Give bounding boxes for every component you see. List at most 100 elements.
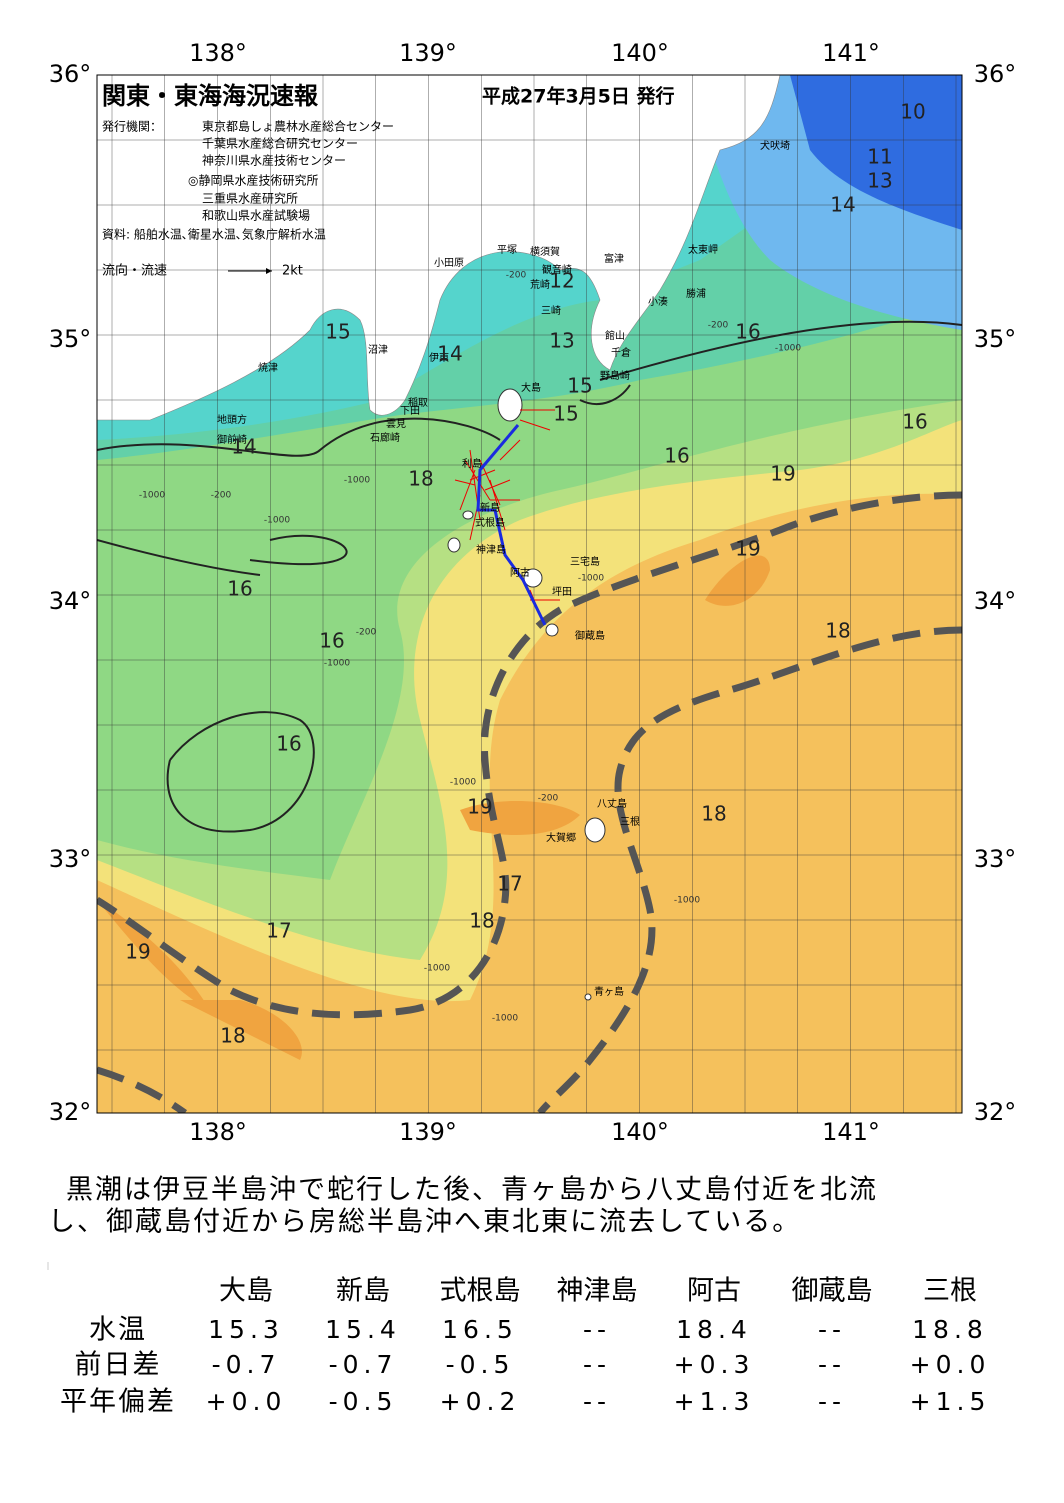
legend-scale: 2kt (282, 264, 303, 279)
issuer: 和歌山県水産試験場 (202, 208, 310, 223)
place-name: 平塚 (497, 244, 517, 256)
place-name: 小田原 (434, 257, 464, 269)
issue-date: 平成27年3月5日 発行 (482, 85, 675, 108)
summary-line: 黒潮は伊豆半島沖で蛇行した後、青ヶ島から八丈島付近を北流 (66, 1175, 878, 1206)
temperature-label: 17 (497, 872, 522, 896)
place-name: 千倉 (611, 346, 631, 359)
table-header: 御蔵島 (792, 1276, 873, 1307)
place-name: 稲取 (408, 397, 428, 409)
kuroshio-path (97, 1066, 188, 1113)
lat-label: 33° (974, 845, 1017, 873)
place-name: 石廊崎 (370, 431, 400, 444)
depth-label: -200 (506, 271, 527, 281)
place-name: 観音崎 (542, 263, 572, 276)
table-cell: -- (818, 1387, 846, 1416)
temperature-label: 16 (319, 629, 344, 653)
table-cell: +0.3 (674, 1350, 755, 1379)
table-row-label: 水温 (89, 1315, 147, 1346)
place-name: 青ヶ島 (594, 985, 624, 998)
table-cell: +1.5 (910, 1387, 991, 1416)
issuer-label: 発行機関： (102, 119, 162, 134)
table-cell: -- (818, 1350, 846, 1379)
table-header: 神津島 (557, 1276, 638, 1307)
temperature-label: 14 (231, 435, 256, 459)
source: 資料: 船舶水温､衛星水温､気象庁解析水温 (102, 227, 326, 242)
table-header: 式根島 (440, 1276, 521, 1307)
lon-label: 138° (189, 39, 247, 67)
place-name: 坪田 (552, 585, 572, 598)
place-name: 八丈島 (597, 797, 627, 810)
depth-label: -1000 (674, 896, 700, 906)
isotherm (97, 320, 962, 833)
table-cell: 18.8 (912, 1315, 988, 1344)
temperature-label: 11 (867, 145, 892, 169)
temperature-label: 18 (701, 802, 726, 826)
table-cell: -- (583, 1350, 611, 1379)
temperature-label: 12 (549, 269, 574, 293)
temperature-label: 16 (735, 320, 760, 344)
map-area (97, 75, 962, 1113)
place-name: 富津 (604, 252, 624, 265)
place-name: 太東岬 (688, 243, 718, 256)
depth-label: -200 (356, 628, 377, 638)
temperature-label: 19 (770, 462, 795, 486)
lat-label: 36° (49, 60, 92, 88)
table-cell: -- (583, 1315, 611, 1344)
title: 関東・東海海況速報 (102, 82, 319, 110)
table-cell: 16.5 (442, 1315, 518, 1344)
lat-label: 34° (974, 587, 1017, 615)
kuroshio-path (97, 491, 962, 1019)
temperature-label: 14 (830, 193, 855, 217)
table-cell: 15.4 (325, 1315, 401, 1344)
temperature-label: 18 (825, 619, 850, 643)
depth-label: -200 (538, 794, 559, 804)
depth-label: -1000 (492, 1014, 518, 1024)
lat-label: 36° (974, 60, 1017, 88)
place-name: 横須賀 (530, 245, 560, 258)
table-cell: -0.5 (329, 1387, 398, 1416)
temperature-label: 16 (276, 732, 301, 756)
issuer: 東京都島しょ農林水産総合センター (202, 119, 394, 134)
place-name: 伊東 (429, 351, 449, 364)
place-name: 下田 (400, 406, 420, 417)
table-cell: 18.4 (676, 1315, 752, 1344)
depth-label: -1000 (324, 659, 350, 669)
place-name: 沼津 (368, 343, 388, 356)
temperature-label: 18 (469, 909, 494, 933)
lat-label: 32° (49, 1098, 92, 1126)
place-name: 新島 (480, 501, 500, 514)
table-row-label: 平年偏差 (60, 1387, 176, 1418)
place-name: 御前崎 (217, 433, 247, 446)
issuer: 神奈川県水産技術センター (202, 153, 346, 168)
depth-label: -200 (211, 491, 232, 501)
place-name: 三根 (620, 815, 640, 828)
temperature-label: 15 (567, 374, 592, 398)
table-row-label: 前日差 (75, 1350, 162, 1381)
temperature-label: 16 (664, 444, 689, 468)
kuroshio-path (537, 626, 962, 1113)
place-name: 三崎 (541, 304, 561, 317)
place-name: 大島 (521, 381, 541, 394)
table-cell: +1.3 (674, 1387, 755, 1416)
table-cell: 15.3 (208, 1315, 284, 1344)
grid (97, 75, 962, 1113)
depth-label: -1000 (424, 964, 450, 974)
land (97, 75, 781, 421)
lat-label: 34° (49, 587, 92, 615)
place-name: 御蔵島 (575, 629, 605, 642)
place-name: 館山 (605, 329, 625, 342)
temperature-label: 19 (735, 537, 760, 561)
table-header: 阿古 (687, 1276, 741, 1307)
issuer: 三重県水産研究所 (202, 191, 298, 206)
temperature-label: 16 (227, 577, 252, 601)
depth-label: -1000 (578, 574, 604, 584)
temperature-label: 19 (467, 795, 492, 819)
lat-label: 32° (974, 1098, 1017, 1126)
table-cell: -- (583, 1387, 611, 1416)
table-cell: -0.5 (446, 1350, 515, 1379)
summary-line: し、御蔵島付近から房総半島沖へ東北東に流去している。 (48, 1207, 801, 1238)
table-header: 大島 (219, 1276, 273, 1307)
depth-label: -200 (708, 321, 729, 331)
